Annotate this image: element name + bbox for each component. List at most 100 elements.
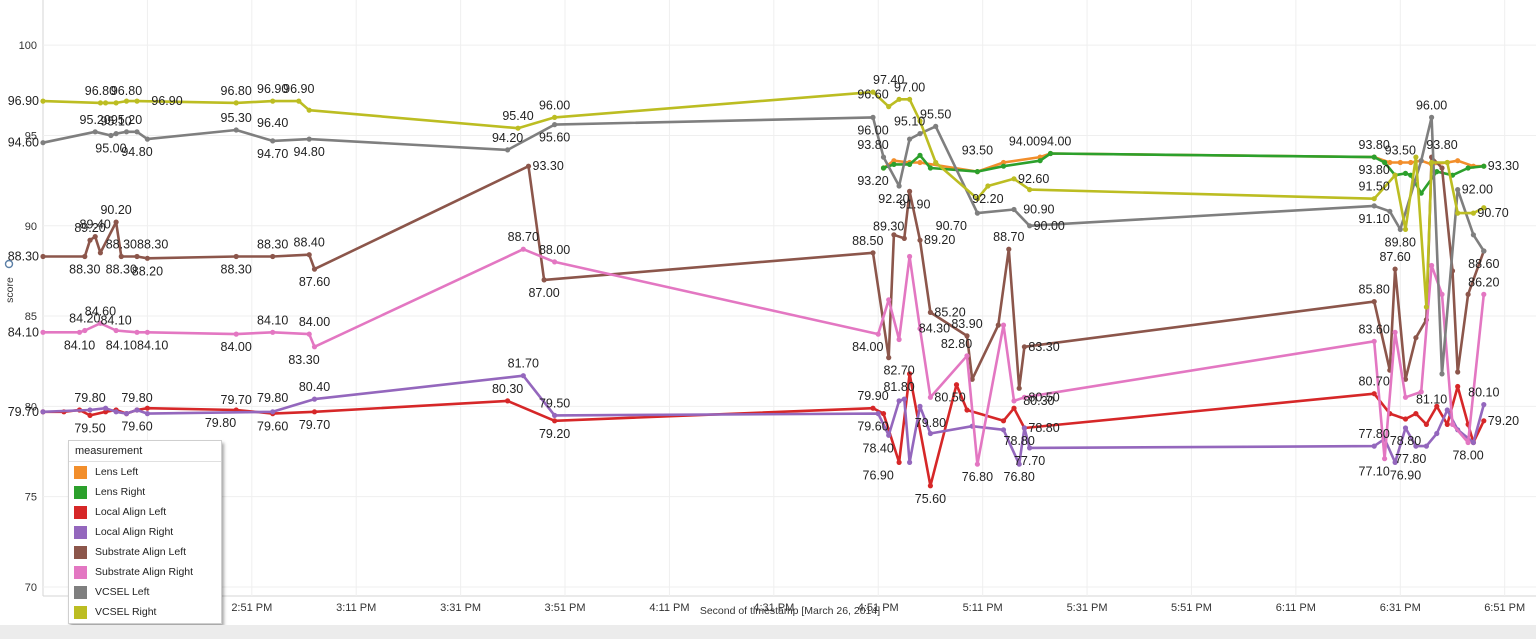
data-point[interactable] xyxy=(1470,210,1476,216)
data-point[interactable] xyxy=(1455,383,1461,390)
data-point[interactable] xyxy=(82,253,88,260)
data-point[interactable] xyxy=(907,371,913,377)
data-point[interactable] xyxy=(92,129,98,135)
data-point[interactable] xyxy=(144,411,150,417)
data-point[interactable] xyxy=(985,183,991,189)
data-point[interactable] xyxy=(1481,291,1487,297)
data-point[interactable] xyxy=(270,253,276,260)
data-point[interactable] xyxy=(1470,232,1476,238)
data-point[interactable] xyxy=(1000,163,1007,169)
data-point[interactable] xyxy=(1444,421,1450,427)
data-point[interactable] xyxy=(1027,187,1033,193)
data-point[interactable] xyxy=(1481,248,1487,254)
data-point[interactable] xyxy=(974,210,981,216)
data-point[interactable] xyxy=(1397,159,1403,166)
data-point[interactable] xyxy=(144,136,150,142)
data-point[interactable] xyxy=(1371,196,1377,202)
data-point[interactable] xyxy=(134,329,140,335)
data-point[interactable] xyxy=(870,250,876,256)
data-point[interactable] xyxy=(1011,206,1017,213)
data-point[interactable] xyxy=(927,483,934,489)
data-point[interactable] xyxy=(964,333,970,339)
data-point[interactable] xyxy=(505,147,511,153)
data-point[interactable] xyxy=(927,430,934,437)
data-point[interactable] xyxy=(1418,190,1424,196)
data-point[interactable] xyxy=(896,336,902,343)
data-point[interactable] xyxy=(40,329,46,335)
data-point[interactable] xyxy=(40,140,46,146)
data-point[interactable] xyxy=(1481,402,1487,408)
data-point[interactable] xyxy=(1413,154,1419,160)
data-point[interactable] xyxy=(1011,176,1017,182)
data-point[interactable] xyxy=(123,129,130,135)
data-point[interactable] xyxy=(40,409,46,415)
data-point[interactable] xyxy=(97,100,103,106)
data-point[interactable] xyxy=(964,353,970,359)
data-point[interactable] xyxy=(144,329,150,335)
data-point[interactable] xyxy=(113,131,119,137)
legend-item-lens-right[interactable]: Lens Right xyxy=(69,482,221,502)
data-point[interactable] xyxy=(1011,398,1017,404)
data-point[interactable] xyxy=(134,253,140,260)
data-point[interactable] xyxy=(233,127,239,133)
data-point[interactable] xyxy=(1402,226,1409,232)
data-point[interactable] xyxy=(103,409,109,415)
data-point[interactable] xyxy=(520,373,526,379)
data-point[interactable] xyxy=(1408,159,1414,166)
data-point[interactable] xyxy=(1371,203,1377,209)
data-point[interactable] xyxy=(875,411,881,417)
data-point[interactable] xyxy=(1000,418,1007,424)
data-point[interactable] xyxy=(891,232,897,238)
data-point[interactable] xyxy=(144,255,150,261)
data-point[interactable] xyxy=(875,331,881,337)
data-point[interactable] xyxy=(118,253,124,260)
data-point[interactable] xyxy=(82,327,88,334)
data-point[interactable] xyxy=(1455,158,1461,164)
data-point[interactable] xyxy=(1021,425,1027,431)
data-point[interactable] xyxy=(917,326,923,332)
data-point[interactable] xyxy=(1449,421,1456,427)
data-point[interactable] xyxy=(1470,439,1476,446)
data-point[interactable] xyxy=(1413,443,1419,449)
sort-icon[interactable] xyxy=(4,259,14,269)
data-point[interactable] xyxy=(870,89,876,95)
data-point[interactable] xyxy=(886,297,892,303)
data-point[interactable] xyxy=(108,132,114,139)
data-point[interactable] xyxy=(134,407,140,413)
data-point[interactable] xyxy=(233,331,239,337)
data-point[interactable] xyxy=(974,196,981,202)
data-point[interactable] xyxy=(870,405,876,411)
data-point[interactable] xyxy=(896,459,902,465)
data-point[interactable] xyxy=(933,159,939,166)
data-point[interactable] xyxy=(552,418,558,424)
data-point[interactable] xyxy=(103,100,109,106)
legend-item-local-align-right[interactable]: Local Align Right xyxy=(69,522,221,542)
data-point[interactable] xyxy=(1392,266,1398,272)
data-point[interactable] xyxy=(891,161,897,167)
data-point[interactable] xyxy=(1402,376,1409,382)
data-point[interactable] xyxy=(1481,163,1487,169)
data-point[interactable] xyxy=(97,250,103,256)
data-point[interactable] xyxy=(1444,407,1450,413)
data-point[interactable] xyxy=(1047,150,1054,157)
data-point[interactable] xyxy=(1027,445,1033,451)
data-point[interactable] xyxy=(1000,322,1007,328)
legend-item-vcsel-left[interactable]: VCSEL Left xyxy=(69,582,221,602)
data-point[interactable] xyxy=(1006,246,1012,252)
data-point[interactable] xyxy=(113,409,119,415)
data-point[interactable] xyxy=(1371,154,1377,160)
data-point[interactable] xyxy=(87,237,93,243)
legend-item-local-align-left[interactable]: Local Align Left xyxy=(69,502,221,522)
data-point[interactable] xyxy=(1413,335,1419,341)
data-point[interactable] xyxy=(1434,430,1440,437)
data-point[interactable] xyxy=(1382,456,1388,462)
data-point[interactable] xyxy=(1402,416,1409,422)
data-point[interactable] xyxy=(953,382,960,388)
data-point[interactable] xyxy=(1465,439,1471,446)
data-point[interactable] xyxy=(97,320,103,326)
data-point[interactable] xyxy=(311,396,318,402)
data-point[interactable] xyxy=(907,161,913,167)
data-point[interactable] xyxy=(505,398,511,404)
data-point[interactable] xyxy=(995,322,1001,328)
data-point[interactable] xyxy=(541,277,547,283)
